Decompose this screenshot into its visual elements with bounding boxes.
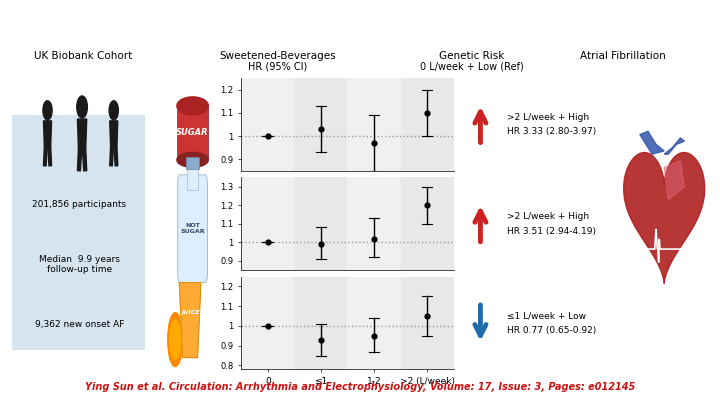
FancyBboxPatch shape: [12, 208, 145, 322]
Text: ≤1 L/week + Low: ≤1 L/week + Low: [507, 311, 586, 320]
Text: UK Biobank Cohort: UK Biobank Cohort: [34, 51, 132, 61]
Text: Median  9.9 years
follow-up time: Median 9.9 years follow-up time: [39, 255, 120, 275]
Bar: [241, 177, 294, 270]
Polygon shape: [624, 153, 705, 284]
Polygon shape: [109, 146, 114, 166]
Text: SUGAR: SUGAR: [176, 128, 209, 137]
Polygon shape: [114, 146, 118, 166]
Ellipse shape: [177, 152, 208, 167]
Circle shape: [170, 320, 181, 359]
Text: 201,856 participants: 201,856 participants: [32, 200, 126, 209]
Circle shape: [109, 101, 118, 120]
FancyBboxPatch shape: [12, 115, 145, 295]
Bar: [347, 277, 400, 369]
Text: JUICE: JUICE: [181, 310, 199, 315]
Text: HR (95% CI): HR (95% CI): [248, 62, 307, 71]
Bar: [241, 78, 294, 171]
Bar: [294, 78, 348, 171]
Circle shape: [168, 313, 183, 367]
FancyBboxPatch shape: [178, 175, 207, 283]
Text: Ying Sun et al. Circulation: Arrhythmia and Electrophysiology, Volume: 17, Issue: Ying Sun et al. Circulation: Arrhythmia …: [85, 382, 635, 392]
Bar: [294, 277, 348, 369]
FancyBboxPatch shape: [12, 299, 145, 350]
Bar: [347, 78, 400, 171]
Polygon shape: [665, 161, 685, 200]
Text: Genetic Risk: Genetic Risk: [439, 51, 504, 61]
Text: NOT
SUGAR: NOT SUGAR: [180, 223, 205, 234]
Bar: [347, 177, 400, 270]
Text: 9,362 new onset AF: 9,362 new onset AF: [35, 320, 124, 329]
Text: >2 L/week + High: >2 L/week + High: [507, 212, 589, 221]
Bar: [241, 277, 294, 369]
Polygon shape: [78, 148, 82, 171]
Bar: [400, 177, 454, 270]
Text: 0 L/week + Low (Ref): 0 L/week + Low (Ref): [420, 62, 523, 71]
Polygon shape: [78, 119, 86, 148]
Polygon shape: [43, 121, 52, 146]
Text: HR 3.51 (2.94-4.19): HR 3.51 (2.94-4.19): [507, 227, 595, 236]
Bar: [400, 78, 454, 171]
Circle shape: [43, 101, 52, 120]
Bar: [294, 177, 348, 270]
Polygon shape: [109, 121, 118, 146]
Text: Sweetened-Beverages: Sweetened-Beverages: [219, 51, 336, 61]
Polygon shape: [82, 148, 86, 171]
Polygon shape: [665, 138, 685, 154]
Polygon shape: [48, 146, 52, 166]
Ellipse shape: [177, 97, 208, 115]
Polygon shape: [43, 146, 48, 166]
FancyBboxPatch shape: [186, 166, 199, 190]
Text: Atrial Fibrillation: Atrial Fibrillation: [580, 51, 666, 61]
Polygon shape: [640, 131, 665, 154]
Text: HR 3.33 (2.80-3.97): HR 3.33 (2.80-3.97): [507, 128, 596, 136]
Text: >2 L/week + High: >2 L/week + High: [507, 113, 589, 121]
Polygon shape: [179, 283, 201, 358]
Bar: [400, 277, 454, 369]
Circle shape: [77, 96, 87, 118]
FancyBboxPatch shape: [177, 106, 208, 160]
Text: Sweetened beverages, genetic susceptibility, and incident atrial fibrillation: A: Sweetened beverages, genetic susceptibil…: [15, 15, 705, 28]
FancyBboxPatch shape: [186, 157, 199, 169]
Text: HR 0.77 (0.65-0.92): HR 0.77 (0.65-0.92): [507, 326, 596, 335]
